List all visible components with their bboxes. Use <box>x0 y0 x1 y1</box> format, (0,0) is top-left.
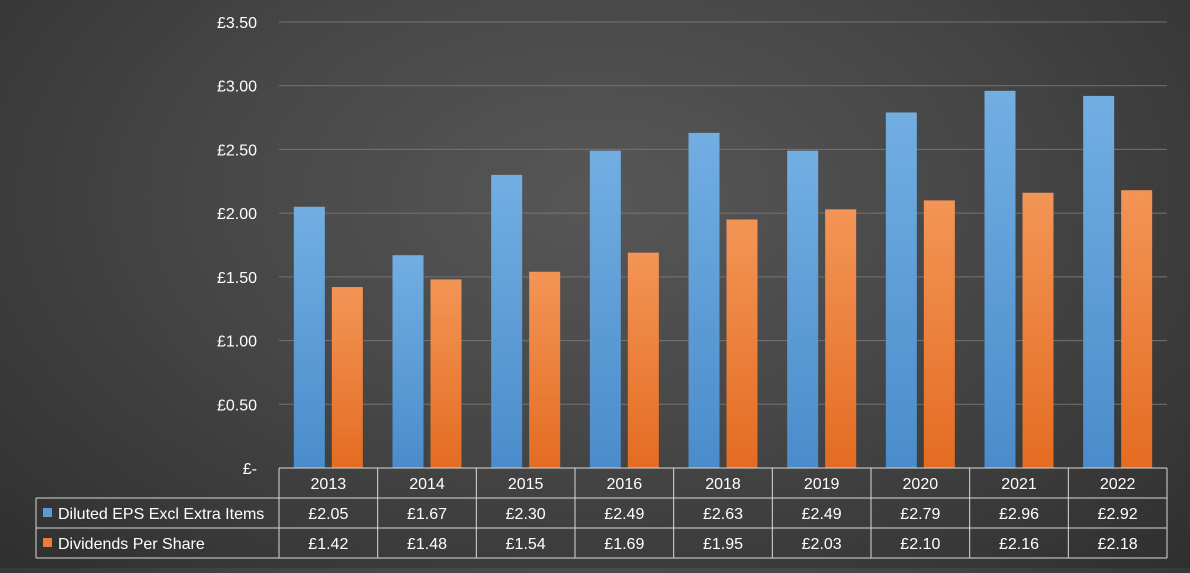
data-label: £2.92 <box>1098 506 1138 523</box>
data-label: £1.42 <box>308 536 348 553</box>
bar-eps <box>491 174 523 468</box>
data-label: £1.95 <box>703 536 743 553</box>
data-table: 2013 2014 2015 2016 2018 2019 2020 2021 2022 Dilu… <box>35 467 1168 559</box>
data-label: £2.96 <box>999 506 1039 523</box>
legend-key-eps <box>43 508 52 517</box>
data-label: £1.54 <box>506 536 546 553</box>
bar-dividend <box>331 287 363 468</box>
category-label: 2016 <box>607 476 643 493</box>
category-label: 2022 <box>1100 476 1136 493</box>
legend-key-dividend <box>43 538 52 547</box>
data-label: £2.03 <box>802 536 842 553</box>
bar-dividend <box>1121 190 1153 468</box>
data-label: £2.63 <box>703 506 743 523</box>
bar-dividend <box>825 209 857 468</box>
data-label: £2.18 <box>1098 536 1138 553</box>
bar-eps <box>688 132 720 468</box>
bar-dividend <box>529 271 561 468</box>
y-axis-tick-labels: £3.50 £3.00 £2.50 £2.00 £1.50 £1.00 £0.50 £- <box>217 15 257 478</box>
data-label: £2.10 <box>900 536 940 553</box>
bar-eps <box>293 206 325 468</box>
category-label: 2020 <box>903 476 939 493</box>
data-label: £1.67 <box>407 506 447 523</box>
data-label: £2.49 <box>604 506 644 523</box>
y-tick-label: £3.00 <box>217 79 257 96</box>
bar-dividend <box>430 279 462 468</box>
category-label: 2021 <box>1001 476 1037 493</box>
y-tick-label: £- <box>243 461 257 478</box>
bar-eps <box>787 150 819 468</box>
data-label: £1.48 <box>407 536 447 553</box>
data-label: £2.16 <box>999 536 1039 553</box>
bar-dividend <box>1022 192 1054 469</box>
data-label: £1.69 <box>604 536 644 553</box>
y-tick-label: £3.50 <box>217 15 257 32</box>
data-label: £2.30 <box>506 506 546 523</box>
category-label: 2014 <box>409 476 445 493</box>
y-tick-label: £1.50 <box>217 270 257 287</box>
bar-dividend <box>726 219 758 468</box>
bar-dividend <box>627 252 659 468</box>
data-label: £2.05 <box>308 506 348 523</box>
category-label: 2015 <box>508 476 544 493</box>
bar-eps <box>984 90 1016 468</box>
category-label: 2018 <box>705 476 741 493</box>
data-label: £2.79 <box>900 506 940 523</box>
data-label: £2.49 <box>802 506 842 523</box>
y-tick-label: £2.50 <box>217 142 257 159</box>
legend-label-eps: Diluted EPS Excl Extra Items <box>58 506 264 523</box>
bar-eps <box>885 112 917 468</box>
bar-eps <box>392 255 424 468</box>
bar-eps <box>589 150 621 468</box>
bar-dividend <box>923 200 955 468</box>
bar-eps <box>1083 95 1115 468</box>
y-tick-label: £0.50 <box>217 397 257 414</box>
bars <box>293 90 1153 469</box>
y-tick-label: £1.00 <box>217 334 257 351</box>
category-label: 2013 <box>311 476 347 493</box>
gridlines <box>279 21 1167 405</box>
legend-label-dividend: Dividends Per Share <box>58 536 205 553</box>
category-label: 2019 <box>804 476 840 493</box>
y-tick-label: £2.00 <box>217 206 257 223</box>
